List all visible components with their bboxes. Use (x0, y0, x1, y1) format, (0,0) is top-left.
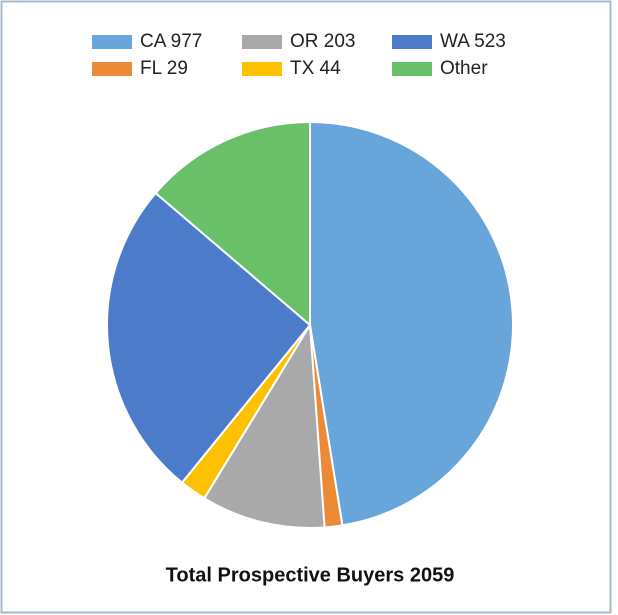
legend-label: Other (440, 58, 488, 79)
legend-swatch (392, 35, 432, 49)
legend-label: FL 29 (140, 58, 188, 79)
legend-label: WA 523 (440, 31, 506, 52)
legend-swatch (392, 62, 432, 76)
pie-slice (106, 191, 312, 484)
legend-swatch (242, 62, 282, 76)
legend-swatch (242, 35, 282, 49)
legend-label: OR 203 (290, 31, 355, 52)
chart-title: Total Prospective Buyers 2059 (166, 564, 455, 586)
legend-label: CA 977 (140, 31, 202, 52)
pie-slice (154, 120, 311, 328)
legend-swatch (92, 62, 132, 76)
pie-slice (202, 321, 326, 529)
legend-label: TX 44 (290, 58, 341, 79)
pie-slice (309, 120, 514, 527)
legend-swatch (92, 35, 132, 49)
